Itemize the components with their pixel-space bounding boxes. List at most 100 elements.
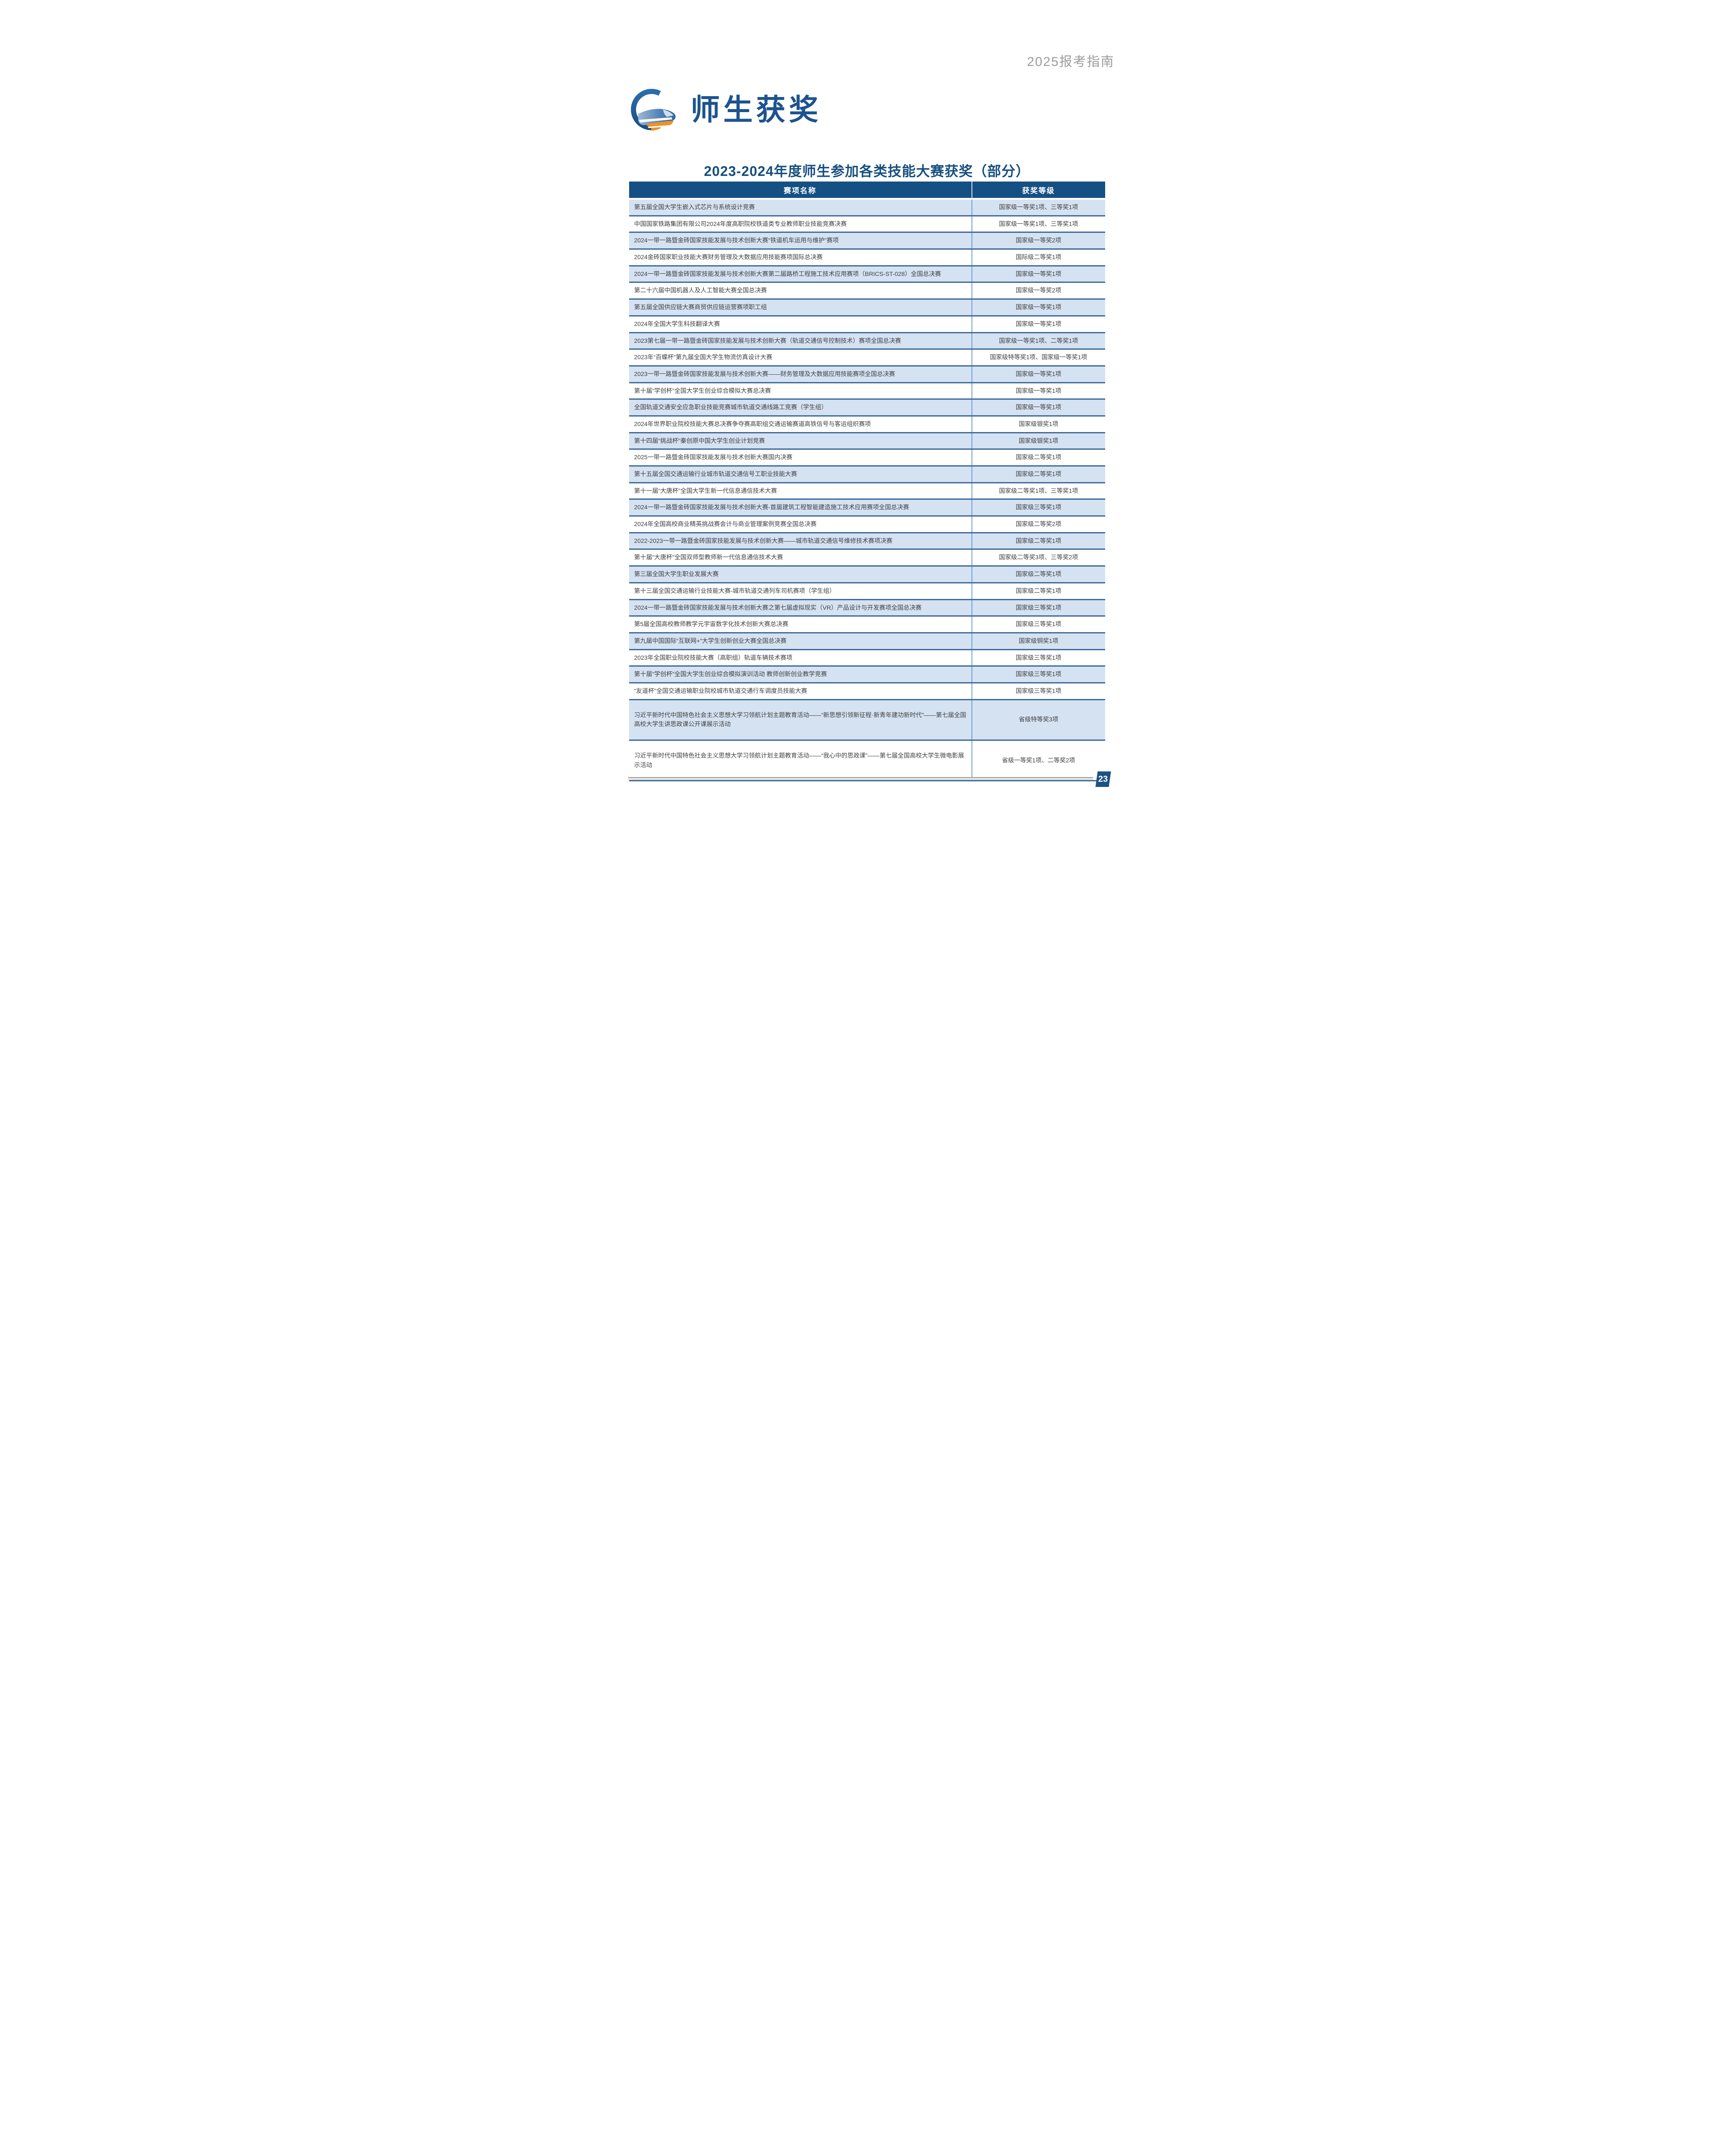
competition-name-cell: 2024年全国高校商业精英挑战赛会计与商业管理案例竞赛全国总决赛 [629, 516, 972, 533]
table-row: 2024年全国大学生科技翻译大赛 国家级一等奖1项 [629, 316, 1105, 332]
competition-name-cell: 2024年全国大学生科技翻译大赛 [629, 316, 972, 332]
award-level-cell: 国家级二等奖1项、三等奖1项 [999, 487, 1078, 494]
competition-name-cell: 2024金砖国家职业技能大赛财务管理及大数据应用技能赛项国际总决赛 [629, 249, 972, 266]
table-row: 第十届“学创杯”全国大学生创业综合模拟大赛总决赛 国家级一等奖1项 [629, 382, 1105, 399]
award-level-cell: 省级一等奖1项、二等奖2项 [1002, 756, 1075, 764]
competition-name-cell: 全国轨道交通安全应急职业技能竞赛城市轨道交通线路工竞赛（学生组） [629, 399, 972, 416]
table-row: 第十三届全国交通运输行业技能大赛-城市轨道交通列车司机赛项（学生组） 国家级二等奖… [629, 583, 1105, 599]
table-row: 习近平新时代中国特色社会主义思想大学习领航计划主题教育活动——“我心中的思政课”… [629, 740, 1105, 781]
competition-name-cell: 第十五届全国交通运输行业城市轨道交通信号工职业技能大赛 [629, 466, 972, 483]
table-row: “友道杯”全国交通运输职业院校城市轨道交通行车调度员技能大赛 国家级三等奖1项 [629, 683, 1105, 700]
table-row: 2025一带一路暨金砖国家技能发展与技术创新大赛国内决赛 国家级二等奖1项 [629, 449, 1105, 466]
competition-name-cell: 第十三届全国交通运输行业技能大赛-城市轨道交通列车司机赛项（学生组） [629, 583, 972, 599]
table-title: 2023-2024年度师生参加各类技能大赛获奖（部分） [704, 163, 1030, 179]
award-level-cell: 国家级三等奖1项 [1015, 604, 1062, 611]
competition-name-cell: 2024一带一路暨金砖国家技能发展与技术创新大赛之第七届虚拟现实（VR）产品设计… [629, 599, 972, 616]
award-level-cell: 国家级特等奖1项、国家级一等奖1项 [990, 354, 1087, 361]
competition-name-cell: 第十一届“大唐杯”全国大学生新一代信息通信技术大赛 [629, 483, 972, 499]
column-header-competition: 赛项名称 [629, 182, 972, 199]
table-row: 第十五届全国交通运输行业城市轨道交通信号工职业技能大赛 国家级二等奖1项 [629, 466, 1105, 483]
table-row: 第十届“大唐杯”全国双师型教师新一代信息通信技术大赛 国家级二等奖3项、三等奖2项 [629, 549, 1105, 566]
footer-divider [628, 777, 1093, 780]
award-level-cell: 国家级铜奖1项 [1018, 637, 1059, 644]
competition-name-cell: 第十届“大唐杯”全国双师型教师新一代信息通信技术大赛 [629, 549, 972, 566]
competition-name-cell: 2023第七届一带一路暨金砖国家技能发展与技术创新大赛（轨道交通信号控制技术）赛… [629, 332, 972, 349]
competition-name-cell: 2024年世界职业院校技能大赛总决赛争夺赛高职组交通运输赛道高铁信号与客运组织赛… [629, 416, 972, 433]
competition-name-cell: 第五届全国供应链大赛商贸供应链运营赛项职工组 [629, 299, 972, 316]
award-level-cell: 国家级银奖1项 [1018, 437, 1059, 444]
award-level-cell: 国家级三等奖1项 [1015, 671, 1062, 678]
competition-name-cell: 第十届“学创杯”全国大学生创业综合模拟演训活动 教师创新创业教学竞赛 [629, 666, 972, 683]
competition-name-cell: 习近平新时代中国特色社会主义思想大学习领航计划主题教育活动——“新思想引领新征程… [629, 699, 972, 740]
award-level-cell: 省级特等奖3项 [1018, 716, 1059, 723]
table-row: 2024一带一路暨金砖国家技能发展与技术创新大赛之第七届虚拟现实（VR）产品设计… [629, 599, 1105, 616]
competition-name-cell: 第五届全国大学生嵌入式芯片与系统设计竞赛 [629, 199, 972, 216]
page-header-label: 2025报考指南 [1027, 55, 1115, 69]
table-row: 2023年“百蝶杯”第九届全国大学生物流仿真设计大赛 国家级特等奖1项、国家级一等… [629, 349, 1105, 366]
award-level-cell: 国家级一等奖1项 [1015, 270, 1062, 277]
award-level-cell: 国家级三等奖1项 [1015, 687, 1062, 694]
award-level-cell: 国家级一等奖1项、二等奖1项 [999, 337, 1078, 344]
table-row: 第三届全国大学生职业发展大赛 国家级二等奖1项 [629, 566, 1105, 583]
table-row: 2024一带一路暨金砖国家技能发展与技术创新大赛-首届建筑工程智能建造施工技术应… [629, 499, 1105, 516]
competition-name-cell: 2022-2023一带一路暨金砖国家技能发展与技术创新大赛——城市轨道交通信号维… [629, 533, 972, 549]
competition-name-cell: 习近平新时代中国特色社会主义思想大学习领航计划主题教育活动——“我心中的思政课”… [629, 740, 972, 781]
award-level-cell: 国家级二等奖2项 [1015, 520, 1062, 528]
competition-name-cell: 第十届“学创杯”全国大学生创业综合模拟大赛总决赛 [629, 382, 972, 399]
page-number-badge: 23 [1095, 771, 1111, 787]
award-level-cell: 国家级三等奖1项 [1015, 620, 1062, 628]
competition-name-cell: 2023年“百蝶杯”第九届全国大学生物流仿真设计大赛 [629, 349, 972, 366]
competition-name-cell: 第十四届“挑战杯”秦创原中国大学生创业计划竞赛 [629, 432, 972, 449]
table-row: 2024年全国高校商业精英挑战赛会计与商业管理案例竞赛全国总决赛 国家级二等奖2项 [629, 516, 1105, 533]
table-row: 2023一带一路暨金砖国家技能发展与技术创新大赛——财务管理及大数据应用技能赛项… [629, 366, 1105, 383]
banner: 师生获奖 [629, 86, 822, 134]
competition-name-cell: 2023年全国职业院校技能大赛（高职组）轨道车辆技术赛项 [629, 649, 972, 666]
award-level-cell: 国家级三等奖1项 [1015, 654, 1062, 661]
page: 2025报考指南 [577, 0, 1156, 815]
table-row: 第十届“学创杯”全国大学生创业综合模拟演训活动 教师创新创业教学竞赛 国家级三等奖… [629, 666, 1105, 683]
table-row: 第5届全国高校教师教学元宇宙数字化技术创新大赛总决赛 国家级三等奖1项 [629, 616, 1105, 633]
table-header-row: 赛项名称 获奖等级 [629, 182, 1105, 199]
award-level-cell: 国家级一等奖1项 [1015, 320, 1062, 327]
table-row: 2023年全国职业院校技能大赛（高职组）轨道车辆技术赛项 国家级三等奖1项 [629, 649, 1105, 666]
table-row: 2024年世界职业院校技能大赛总决赛争夺赛高职组交通运输赛道高铁信号与客运组织赛… [629, 416, 1105, 433]
table-row: 中国国家铁路集团有限公司2024年度高职院校铁道类专业教师职业技能竞赛决赛 国家级… [629, 216, 1105, 232]
competition-name-cell: “友道杯”全国交通运输职业院校城市轨道交通行车调度员技能大赛 [629, 683, 972, 700]
column-header-award: 获奖等级 [971, 182, 1105, 199]
competition-name-cell: 2024一带一路暨金砖国家技能发展与技术创新大赛“铁道机车运用与维护”赛项 [629, 232, 972, 249]
table-row: 第五届全国大学生嵌入式芯片与系统设计竞赛 国家级一等奖1项、三等奖1项 [629, 199, 1105, 216]
award-level-cell: 国家级一等奖1项、三等奖1项 [999, 204, 1078, 210]
award-level-cell: 国家级二等奖1项 [1015, 587, 1062, 594]
page-title: 师生获奖 [690, 94, 822, 126]
award-level-cell: 国家级二等奖1项 [1015, 537, 1062, 544]
table-row: 2024一带一路暨金砖国家技能发展与技术创新大赛“铁道机车运用与维护”赛项 国家级… [629, 232, 1105, 249]
table-row: 习近平新时代中国特色社会主义思想大学习领航计划主题教育活动——“新思想引领新征程… [629, 699, 1105, 740]
competition-name-cell: 中国国家铁路集团有限公司2024年度高职院校铁道类专业教师职业技能竞赛决赛 [629, 216, 972, 232]
table-row: 2023第七届一带一路暨金砖国家技能发展与技术创新大赛（轨道交通信号控制技术）赛… [629, 332, 1105, 349]
award-level-cell: 国家级一等奖2项 [1015, 237, 1062, 244]
competition-name-cell: 2025一带一路暨金砖国家技能发展与技术创新大赛国内决赛 [629, 449, 972, 466]
award-level-cell: 国家级银奖1项 [1018, 420, 1059, 427]
table-row: 全国轨道交通安全应急职业技能竞赛城市轨道交通线路工竞赛（学生组） 国家级一等奖1项 [629, 399, 1105, 416]
award-level-cell: 国家级一等奖1项 [1015, 304, 1062, 311]
table-row: 第五届全国供应链大赛商贸供应链运营赛项职工组 国家级一等奖1项 [629, 299, 1105, 316]
award-level-cell: 国家级一等奖1项 [1015, 387, 1062, 394]
competition-name-cell: 2024一带一路暨金砖国家技能发展与技术创新大赛-首届建筑工程智能建造施工技术应… [629, 499, 972, 516]
award-level-cell: 国家级二等奖1项 [1015, 570, 1062, 578]
table-row: 第二十六届中国机器人及人工智能大赛全国总决赛 国家级一等奖2项 [629, 282, 1105, 299]
award-level-cell: 国家级二等奖1项 [1015, 470, 1062, 477]
competition-name-cell: 第二十六届中国机器人及人工智能大赛全国总决赛 [629, 282, 972, 299]
competition-name-cell: 第三届全国大学生职业发展大赛 [629, 566, 972, 583]
competition-name-cell: 2024一带一路暨金砖国家技能发展与技术创新大赛第二届路桥工程施工技术应用赛项（… [629, 266, 972, 282]
table-row: 第九届中国国际“互联网+”大学生创新创业大赛全国总决赛 国家级铜奖1项 [629, 633, 1105, 650]
table-row: 2022-2023一带一路暨金砖国家技能发展与技术创新大赛——城市轨道交通信号维… [629, 533, 1105, 549]
award-level-cell: 国际级二等奖1项 [1015, 254, 1062, 261]
award-level-cell: 国家级二等奖3项、三等奖2项 [999, 554, 1078, 561]
award-level-cell: 国家级一等奖2项 [1015, 287, 1062, 294]
table-row: 第十四届“挑战杯”秦创原中国大学生创业计划竞赛 国家级银奖1项 [629, 432, 1105, 449]
award-level-cell: 国家级一等奖1项 [1015, 370, 1062, 377]
award-level-cell: 国家级二等奖1项 [1015, 454, 1062, 461]
awards-table-body: 第五届全国大学生嵌入式芯片与系统设计竞赛 国家级一等奖1项、三等奖1项 中国国家铁路… [629, 199, 1105, 781]
award-level-cell: 国家级一等奖1项、三等奖1项 [999, 220, 1078, 227]
award-level-cell: 国家级三等奖1项 [1015, 504, 1062, 511]
